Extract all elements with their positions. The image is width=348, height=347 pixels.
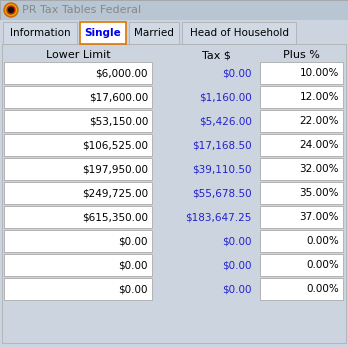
Text: $183,647.25: $183,647.25 bbox=[185, 212, 252, 222]
Text: 0.00%: 0.00% bbox=[306, 260, 339, 270]
Text: Tax $: Tax $ bbox=[201, 50, 230, 60]
Text: $0.00: $0.00 bbox=[119, 260, 148, 270]
Text: $0.00: $0.00 bbox=[119, 236, 148, 246]
Bar bbox=[4, 86, 152, 108]
Bar bbox=[260, 278, 343, 300]
Text: $106,525.00: $106,525.00 bbox=[82, 140, 148, 150]
Circle shape bbox=[8, 8, 14, 12]
Bar bbox=[260, 134, 343, 156]
Bar bbox=[4, 254, 152, 276]
Bar bbox=[0, 20, 348, 44]
Circle shape bbox=[4, 3, 18, 17]
Text: $5,426.00: $5,426.00 bbox=[199, 116, 252, 126]
Bar bbox=[4, 182, 152, 204]
Bar bbox=[4, 158, 152, 180]
Text: Lower Limit: Lower Limit bbox=[46, 50, 110, 60]
Bar bbox=[182, 22, 296, 44]
Bar bbox=[4, 110, 152, 132]
Bar bbox=[2, 44, 346, 343]
Bar bbox=[3, 22, 77, 44]
Text: 35.00%: 35.00% bbox=[300, 188, 339, 198]
Text: $0.00: $0.00 bbox=[222, 236, 252, 246]
Bar bbox=[0, 0, 348, 20]
Text: $17,168.50: $17,168.50 bbox=[192, 140, 252, 150]
Text: 24.00%: 24.00% bbox=[300, 140, 339, 150]
Text: 0.00%: 0.00% bbox=[306, 236, 339, 246]
Text: $0.00: $0.00 bbox=[222, 260, 252, 270]
Bar bbox=[260, 230, 343, 252]
Text: 12.00%: 12.00% bbox=[300, 92, 339, 102]
Bar bbox=[129, 22, 179, 44]
Text: Information: Information bbox=[10, 28, 70, 38]
Bar bbox=[80, 22, 126, 44]
Bar bbox=[4, 134, 152, 156]
Bar bbox=[4, 278, 152, 300]
Text: Head of Household: Head of Household bbox=[190, 28, 288, 38]
Text: PR Tax Tables Federal: PR Tax Tables Federal bbox=[22, 5, 141, 15]
Circle shape bbox=[7, 6, 15, 14]
Text: Plus %: Plus % bbox=[283, 50, 320, 60]
Bar bbox=[4, 206, 152, 228]
Text: $6,000.00: $6,000.00 bbox=[95, 68, 148, 78]
Text: $17,600.00: $17,600.00 bbox=[89, 92, 148, 102]
Bar bbox=[260, 182, 343, 204]
Text: $1,160.00: $1,160.00 bbox=[199, 92, 252, 102]
Text: $197,950.00: $197,950.00 bbox=[82, 164, 148, 174]
Text: 10.00%: 10.00% bbox=[300, 68, 339, 78]
Bar bbox=[4, 230, 152, 252]
Text: $615,350.00: $615,350.00 bbox=[82, 212, 148, 222]
Text: $0.00: $0.00 bbox=[222, 68, 252, 78]
Text: 32.00%: 32.00% bbox=[300, 164, 339, 174]
Bar bbox=[260, 254, 343, 276]
Text: 37.00%: 37.00% bbox=[300, 212, 339, 222]
Text: $55,678.50: $55,678.50 bbox=[192, 188, 252, 198]
Bar bbox=[260, 110, 343, 132]
Text: $39,110.50: $39,110.50 bbox=[192, 164, 252, 174]
Bar bbox=[260, 86, 343, 108]
Bar bbox=[260, 62, 343, 84]
Text: Single: Single bbox=[85, 28, 121, 38]
Text: $53,150.00: $53,150.00 bbox=[89, 116, 148, 126]
Text: 0.00%: 0.00% bbox=[306, 284, 339, 294]
Bar bbox=[260, 206, 343, 228]
Circle shape bbox=[6, 5, 16, 16]
Text: Married: Married bbox=[134, 28, 174, 38]
Text: $0.00: $0.00 bbox=[222, 284, 252, 294]
Text: $249,725.00: $249,725.00 bbox=[82, 188, 148, 198]
Bar bbox=[260, 158, 343, 180]
Text: 22.00%: 22.00% bbox=[300, 116, 339, 126]
Bar bbox=[4, 62, 152, 84]
Text: $0.00: $0.00 bbox=[119, 284, 148, 294]
